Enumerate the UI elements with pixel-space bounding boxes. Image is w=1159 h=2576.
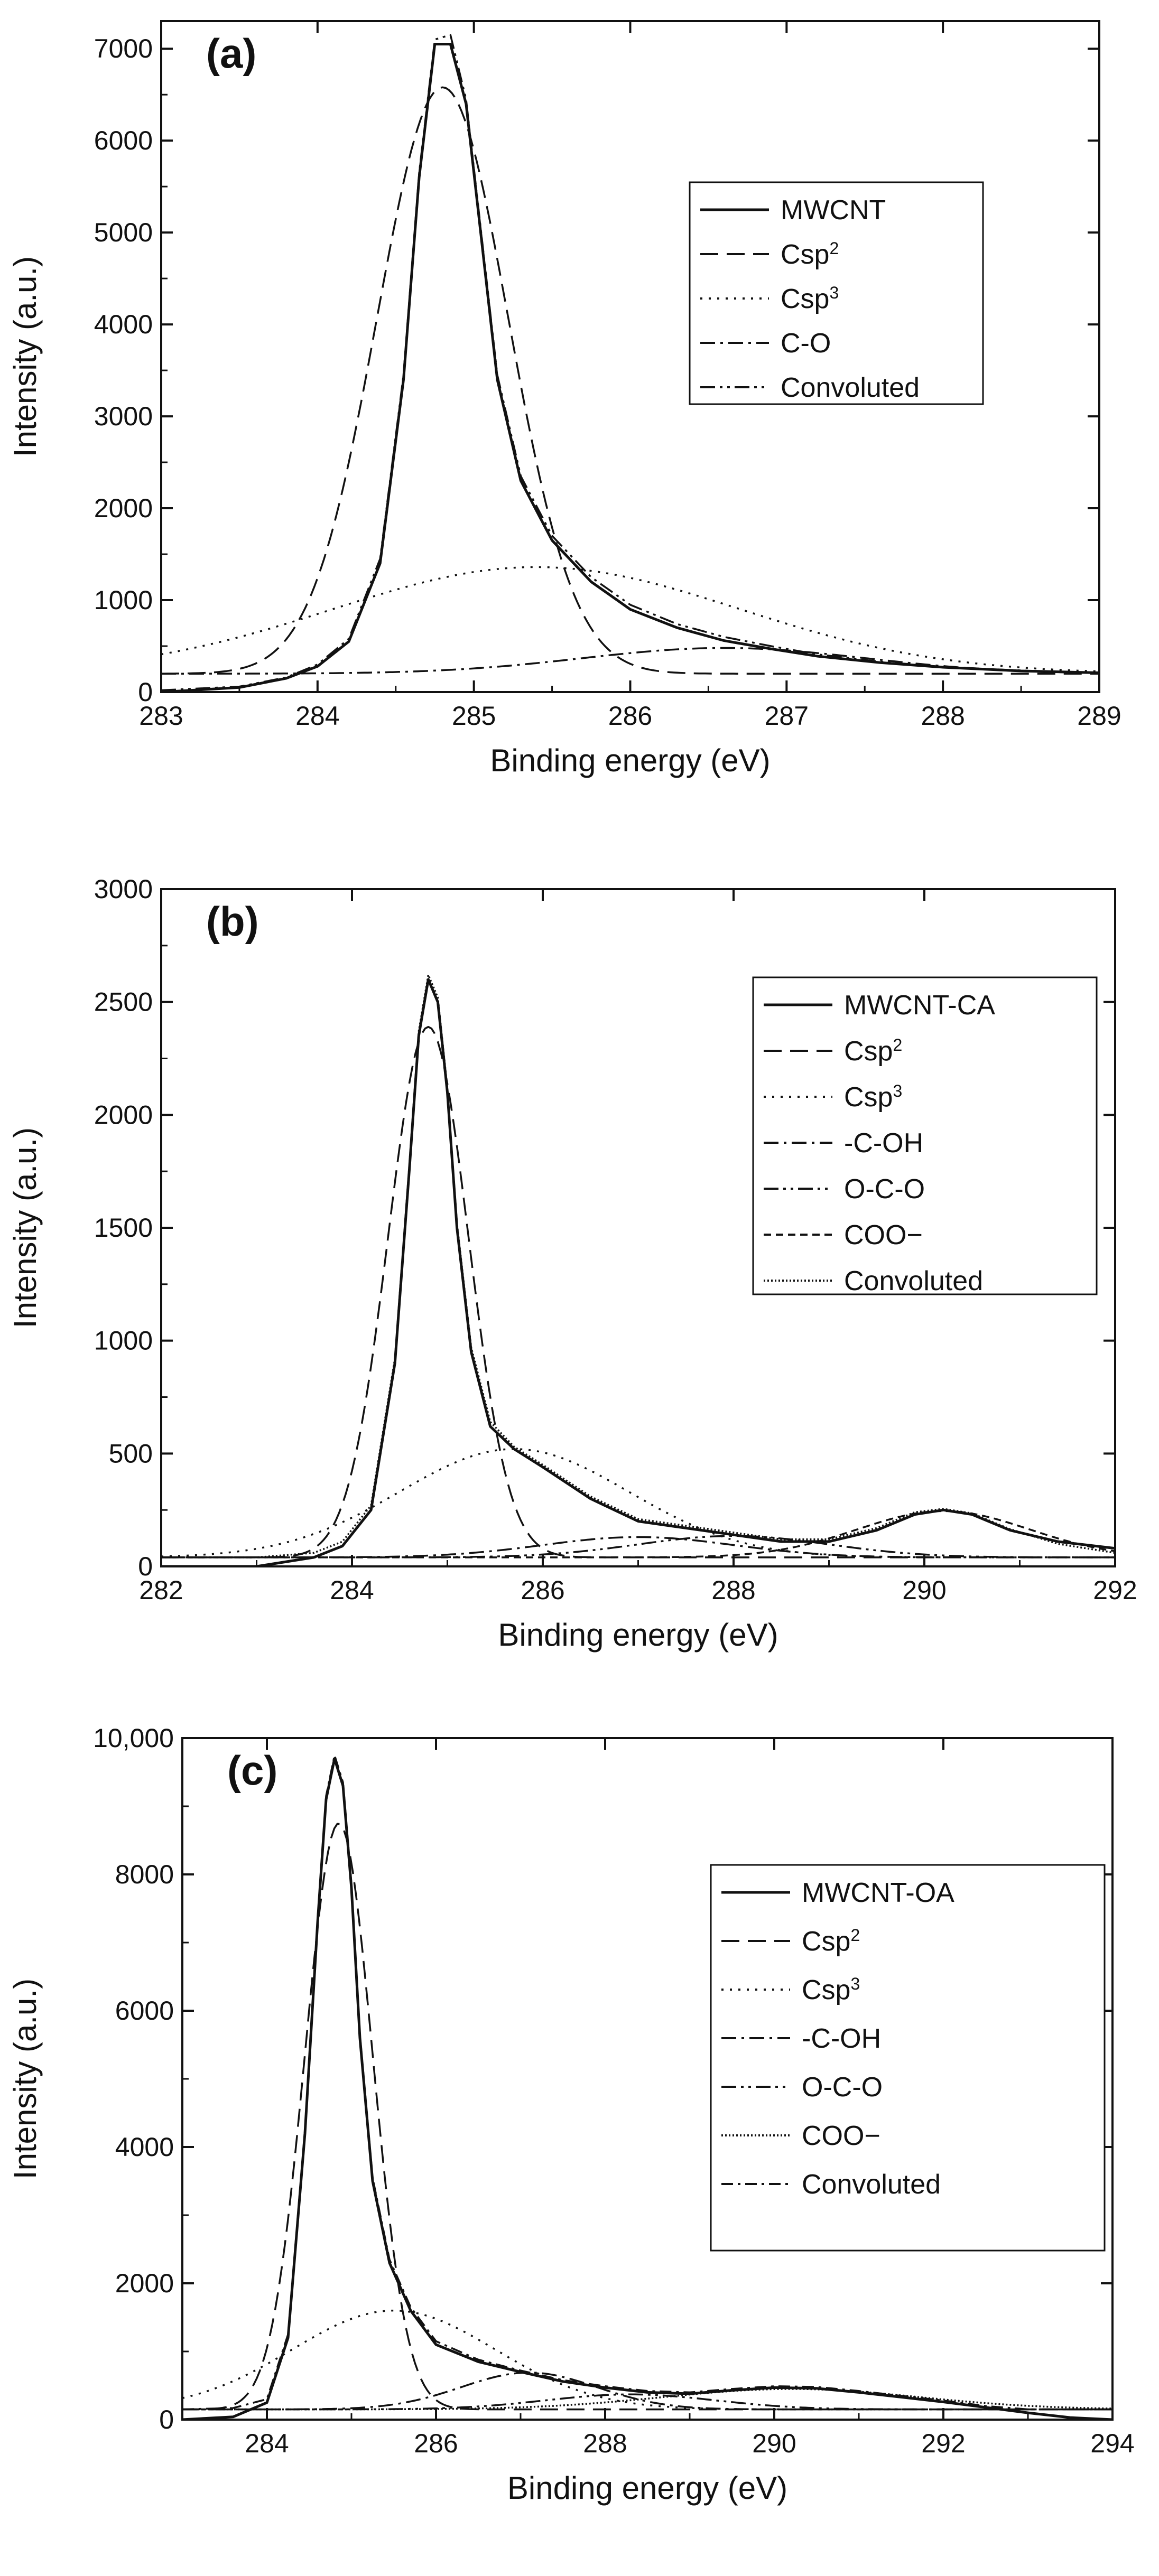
- x-tick-label: 288: [921, 701, 965, 731]
- series-line--c-oh: [161, 1536, 1115, 1558]
- series-line-convoluted: [182, 1754, 1112, 2411]
- y-tick-label: 6000: [94, 126, 153, 155]
- series-line-c-o: [161, 647, 1099, 675]
- series-line-csp3: [161, 566, 1099, 673]
- legend-label: O-C-O: [844, 1174, 925, 1205]
- y-tick-label: 500: [109, 1439, 153, 1468]
- x-tick-label: 284: [245, 2429, 289, 2458]
- legend-box: [752, 976, 1098, 1295]
- y-tick-label: 2000: [94, 493, 153, 523]
- series-line-csp3: [161, 1448, 1115, 1558]
- legend-label: Csp3: [844, 1081, 902, 1113]
- y-tick-label: 1500: [94, 1213, 153, 1243]
- series-line-o-c-o: [182, 2393, 1112, 2411]
- legend-label: -C-OH: [844, 1128, 923, 1159]
- series-line-csp2: [182, 1823, 1112, 2411]
- y-axis-label: Intensity (a.u.): [7, 1127, 43, 1328]
- legend: MWCNT-OA Csp2 Csp3 -C-OH O-C-O COO− Convoluted: [710, 1864, 1106, 2252]
- y-tick-label: 7000: [94, 34, 153, 63]
- x-axis-label: Binding energy (eV): [490, 743, 770, 778]
- legend-label: MWCNT-OA: [802, 1878, 954, 1908]
- x-axis-label: Binding energy (eV): [498, 1617, 778, 1653]
- y-tick-label: 0: [159, 2405, 174, 2434]
- y-tick-label: 4000: [115, 2132, 174, 2162]
- legend-label: MWCNT: [781, 195, 886, 226]
- chart-panel-a: 283 284 285 286 287 288 289 0 1000 2000 3000 4000 50…: [7, 20, 1121, 778]
- y-tick-label: 3000: [94, 874, 153, 904]
- x-tick-label: 286: [608, 701, 652, 731]
- legend-label: O-C-O: [802, 2072, 883, 2103]
- legend-label: Csp2: [781, 239, 839, 270]
- legend-label: Convoluted: [844, 1266, 983, 1296]
- legend-label: Csp3: [802, 1974, 860, 2005]
- y-tick-label: 1000: [94, 1326, 153, 1356]
- legend-box: [689, 181, 984, 405]
- series-group: [161, 974, 1115, 1566]
- y-tick-label: 2500: [94, 987, 153, 1017]
- y-tick-label: 2000: [94, 1100, 153, 1130]
- legend: MWCNT-CA Csp2 Csp3 -C-OH O-C-O COO− Convoluted: [752, 976, 1098, 1296]
- legend-label: Convoluted: [781, 372, 920, 403]
- series-line-csp3: [182, 2309, 1112, 2411]
- legend-label: MWCNT-CA: [844, 990, 995, 1021]
- panel-label: (a): [206, 30, 256, 77]
- x-tick-label: 287: [765, 701, 809, 731]
- legend-label: COO−: [802, 2121, 880, 2151]
- legend-label: COO−: [844, 1220, 923, 1250]
- y-tick-label: 4000: [94, 310, 153, 339]
- series-line-csp2: [161, 86, 1099, 675]
- x-tick-label: 285: [452, 701, 496, 731]
- x-tick-label: 284: [295, 701, 339, 731]
- series-line-mwcnt: [161, 43, 1099, 692]
- legend-label: Convoluted: [802, 2169, 941, 2200]
- x-tick-label: 290: [902, 1575, 946, 1605]
- legend-label: C-O: [781, 328, 831, 359]
- x-tick-label: 292: [921, 2429, 965, 2458]
- chart-panel-b: 282 284 286 288 290 292 0 500 1000 1500 2000 2500 30…: [7, 874, 1137, 1653]
- x-tick-label: 288: [583, 2429, 627, 2458]
- series-group: [182, 1754, 1112, 2420]
- x-tick-label: 284: [330, 1575, 374, 1605]
- x-tick-label: 286: [414, 2429, 458, 2458]
- legend-box: [710, 1864, 1106, 2252]
- y-axis-label: Intensity (a.u.): [7, 256, 43, 457]
- series-line-convoluted: [161, 974, 1115, 1558]
- x-tick-label: 283: [139, 701, 183, 731]
- series-line-coo-: [161, 1510, 1115, 1558]
- series-line-convoluted: [161, 34, 1099, 692]
- y-tick-label: 10,000: [93, 1723, 174, 1753]
- chart-panel-c: 284 286 288 290 292 294 0 2000 4000 6000 8000 10,00…: [7, 1723, 1135, 2506]
- x-tick-label: 294: [1090, 2429, 1134, 2458]
- y-tick-label: 5000: [94, 218, 153, 247]
- panel-label: (c): [227, 1747, 277, 1794]
- series-group: [161, 34, 1099, 692]
- panel-label: (b): [206, 898, 259, 945]
- legend: MWCNT Csp2 Csp3 C-O Convoluted: [689, 181, 984, 405]
- y-tick-label: 1000: [94, 585, 153, 615]
- y-tick-label: 6000: [115, 1996, 174, 2026]
- y-tick-label: 3000: [94, 402, 153, 431]
- y-tick-label: 8000: [115, 1860, 174, 1889]
- x-axis-label: Binding energy (eV): [507, 2470, 787, 2506]
- x-tick-label: 286: [521, 1575, 564, 1605]
- x-tick-label: 288: [711, 1575, 755, 1605]
- legend-label: -C-OH: [802, 2023, 881, 2054]
- y-tick-label: 0: [138, 1552, 153, 1581]
- legend-label: Csp2: [844, 1035, 902, 1067]
- y-tick-label: 0: [138, 677, 153, 707]
- series-line-o-c-o: [161, 1535, 1115, 1558]
- y-axis-label: Intensity (a.u.): [7, 1978, 43, 2179]
- x-tick-label: 290: [752, 2429, 796, 2458]
- x-tick-label: 289: [1077, 701, 1121, 731]
- legend-label: Csp2: [802, 1926, 860, 1957]
- y-tick-label: 2000: [115, 2269, 174, 2298]
- legend-label: Csp3: [781, 283, 839, 314]
- x-tick-label: 292: [1093, 1575, 1137, 1605]
- x-tick-label: 282: [139, 1575, 183, 1605]
- series-line-mwcnt-oa: [182, 1757, 1112, 2420]
